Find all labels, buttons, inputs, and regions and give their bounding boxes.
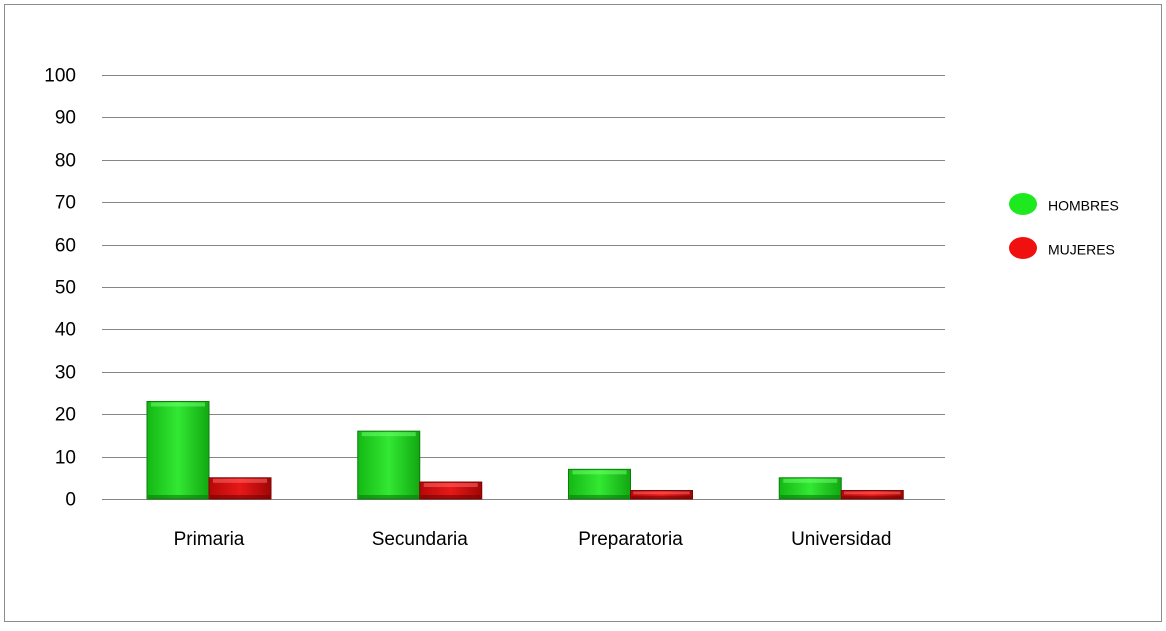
- y-tick-label: 40: [55, 320, 76, 341]
- bar-hombres-universidad: [778, 477, 842, 500]
- bar-mujeres-preparatoria: [630, 490, 693, 500]
- y-tick-label: 90: [55, 108, 76, 129]
- y-tick-label: 60: [55, 236, 76, 257]
- legend-swatch-mujeres: [1009, 237, 1037, 259]
- bar-mujeres-primaria: [208, 477, 272, 500]
- bar-mujeres-secundaria: [419, 481, 483, 500]
- x-tick-label: Primaria: [174, 529, 245, 550]
- y-tick-label: 20: [55, 405, 76, 426]
- y-tick-label: 10: [55, 448, 76, 469]
- x-axis: Primaria Secundaria Preparatoria Universida…: [174, 529, 892, 550]
- grid: [102, 75, 945, 500]
- legend-swatch-hombres: [1009, 193, 1037, 215]
- bar-hombres-secundaria: [357, 430, 421, 500]
- y-tick-label: 0: [65, 490, 76, 511]
- y-tick-label: 70: [55, 193, 76, 214]
- bar-mujeres-universidad: [840, 490, 904, 500]
- chart-border: [4, 4, 1162, 622]
- x-tick-label: Preparatoria: [578, 529, 683, 550]
- bar-hombres-primaria: [146, 400, 210, 500]
- legend-item-hombres[interactable]: HOMBRES: [1009, 193, 1119, 215]
- y-tick-label: 50: [55, 278, 76, 299]
- legend-label-hombres: HOMBRES: [1048, 198, 1119, 214]
- y-tick-label: 100: [44, 66, 76, 87]
- legend-item-mujeres[interactable]: MUJERES: [1009, 237, 1115, 259]
- x-tick-label: Secundaria: [372, 529, 469, 550]
- y-axis: 0 10 20 30 40 50 60 70 80 90 100: [44, 66, 76, 511]
- bar-hombres-preparatoria: [568, 468, 631, 500]
- legend: HOMBRES MUJERES: [1009, 193, 1119, 259]
- legend-label-mujeres: MUJERES: [1048, 242, 1115, 258]
- y-tick-label: 80: [55, 151, 76, 172]
- x-tick-label: Universidad: [791, 529, 891, 550]
- bars: [146, 400, 904, 500]
- y-tick-label: 30: [55, 363, 76, 384]
